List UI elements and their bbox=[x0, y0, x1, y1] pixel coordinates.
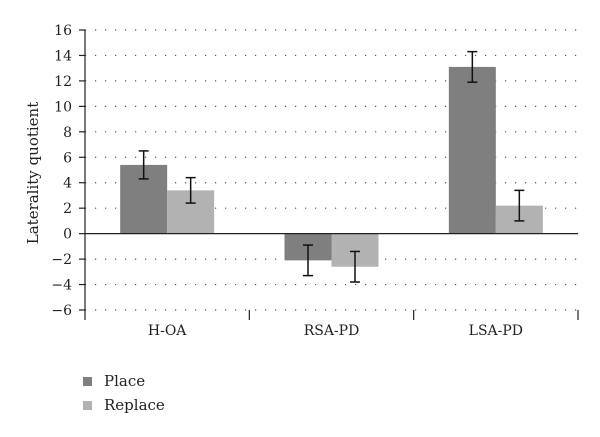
y-axis-title: Laterality quotient bbox=[24, 102, 42, 244]
y-tick-label: 14 bbox=[54, 48, 72, 64]
legend-swatch bbox=[83, 377, 92, 386]
y-tick-label: 6 bbox=[63, 150, 72, 166]
bars bbox=[120, 66, 543, 267]
legend-swatch bbox=[83, 401, 92, 410]
y-tick-label: 10 bbox=[54, 99, 72, 115]
y-tick-label: 16 bbox=[54, 23, 72, 39]
error-bars bbox=[138, 50, 525, 283]
legend: Place Replace bbox=[83, 372, 165, 414]
x-tick-labels: H-OA RSA-PD LSA-PD bbox=[148, 323, 523, 339]
y-tick-label: 2 bbox=[63, 201, 72, 217]
y-tick-label: 12 bbox=[54, 74, 72, 90]
y-tick-label: 0 bbox=[63, 227, 72, 243]
y-tick-labels: −6 −4 −2 0 2 4 6 8 10 12 14 16 bbox=[51, 23, 72, 319]
axes bbox=[79, 29, 579, 320]
x-tick-label: H-OA bbox=[148, 323, 187, 339]
y-tick-label: 8 bbox=[63, 125, 72, 141]
y-tick-label: −4 bbox=[51, 278, 72, 294]
y-tick-label: 4 bbox=[63, 176, 72, 192]
legend-label: Place bbox=[104, 372, 145, 390]
legend-label: Replace bbox=[104, 396, 165, 414]
y-tick-label: −2 bbox=[51, 252, 72, 268]
bar bbox=[448, 66, 496, 234]
y-tick-label: −6 bbox=[51, 303, 72, 319]
x-tick-label: RSA-PD bbox=[304, 323, 360, 339]
x-tick-label: LSA-PD bbox=[469, 323, 523, 339]
